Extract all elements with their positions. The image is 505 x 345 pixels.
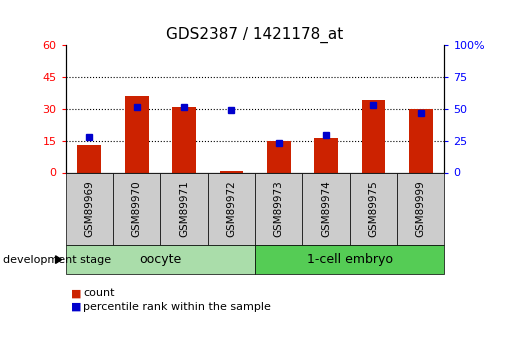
Bar: [267, 141, 290, 172]
Bar: [409, 109, 433, 172]
Bar: [314, 138, 338, 172]
Text: GSM89975: GSM89975: [368, 180, 378, 237]
Text: GSM89973: GSM89973: [274, 180, 284, 237]
Text: GSM89971: GSM89971: [179, 180, 189, 237]
Bar: [220, 171, 243, 172]
Text: oocyte: oocyte: [139, 253, 181, 266]
Text: percentile rank within the sample: percentile rank within the sample: [83, 302, 271, 312]
Text: GSM89969: GSM89969: [84, 180, 94, 237]
Text: GSM89974: GSM89974: [321, 180, 331, 237]
Bar: [125, 96, 148, 172]
Bar: [77, 145, 101, 172]
Text: GSM89972: GSM89972: [226, 180, 236, 237]
Text: GSM89970: GSM89970: [132, 180, 142, 237]
Text: development stage: development stage: [3, 255, 111, 265]
Text: GSM89999: GSM89999: [416, 180, 426, 237]
Title: GDS2387 / 1421178_at: GDS2387 / 1421178_at: [167, 27, 343, 43]
Bar: [362, 100, 385, 172]
Text: count: count: [83, 288, 115, 298]
Text: ■: ■: [71, 302, 81, 312]
Bar: [172, 107, 196, 172]
Text: ■: ■: [71, 288, 81, 298]
Text: 1-cell embryo: 1-cell embryo: [307, 253, 393, 266]
